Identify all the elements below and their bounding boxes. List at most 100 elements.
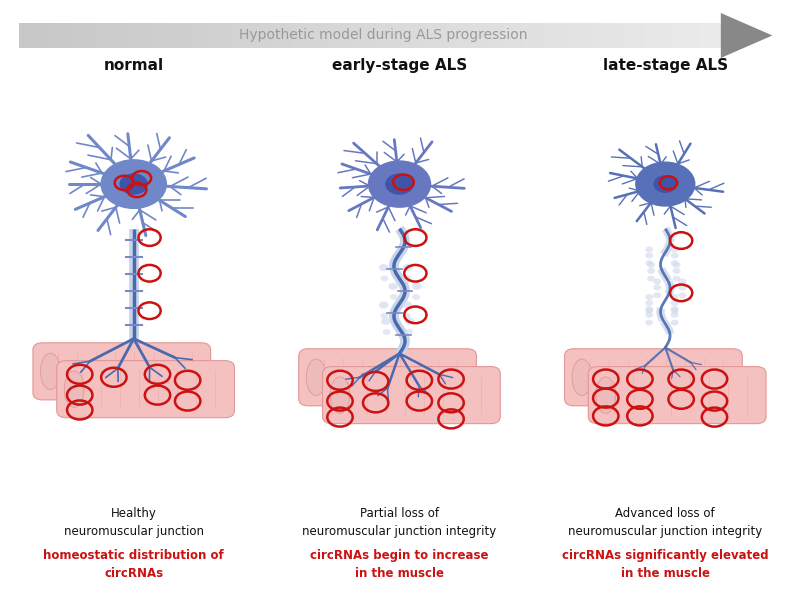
Text: Hypothetic model during ALS progression: Hypothetic model during ALS progression	[239, 28, 528, 43]
Bar	[208, 23, 216, 48]
Bar	[194, 23, 202, 48]
Bar	[166, 23, 174, 48]
Circle shape	[670, 300, 678, 306]
Bar	[328, 23, 335, 48]
Bar	[693, 23, 701, 48]
Bar	[250, 23, 258, 48]
Circle shape	[405, 318, 414, 325]
Bar	[665, 23, 673, 48]
Circle shape	[646, 306, 653, 312]
Circle shape	[379, 264, 389, 271]
Bar	[265, 23, 272, 48]
Bar	[637, 23, 644, 48]
Bar	[321, 23, 329, 48]
Circle shape	[653, 284, 661, 290]
Bar	[222, 23, 230, 48]
Bar	[384, 23, 391, 48]
Bar	[398, 23, 406, 48]
Bar	[236, 23, 244, 48]
Circle shape	[379, 301, 389, 308]
Bar	[124, 23, 132, 48]
Ellipse shape	[572, 359, 592, 395]
Circle shape	[678, 292, 686, 298]
Bar	[286, 23, 294, 48]
Text: circRNAs begin to increase
in the muscle: circRNAs begin to increase in the muscle	[310, 549, 489, 580]
Circle shape	[386, 173, 414, 195]
Bar	[215, 23, 223, 48]
Bar	[531, 23, 539, 48]
Bar	[187, 23, 195, 48]
Circle shape	[653, 278, 661, 284]
Text: late-stage ALS: late-stage ALS	[602, 58, 728, 73]
Bar	[672, 23, 679, 48]
Bar	[686, 23, 694, 48]
Circle shape	[405, 329, 413, 335]
Circle shape	[673, 262, 681, 268]
Bar	[293, 23, 300, 48]
Bar	[630, 23, 638, 48]
Circle shape	[381, 318, 390, 325]
Bar	[602, 23, 610, 48]
Circle shape	[635, 161, 695, 206]
Circle shape	[670, 253, 678, 259]
Text: Healthy
neuromuscular junction: Healthy neuromuscular junction	[64, 508, 204, 538]
Circle shape	[647, 262, 655, 268]
Text: early-stage ALS: early-stage ALS	[332, 58, 467, 73]
Bar	[440, 23, 448, 48]
Bar	[68, 23, 76, 48]
Bar	[18, 23, 26, 48]
Bar	[405, 23, 413, 48]
Circle shape	[670, 247, 678, 253]
FancyBboxPatch shape	[322, 367, 500, 424]
FancyBboxPatch shape	[565, 349, 742, 406]
Bar	[643, 23, 651, 48]
Bar	[538, 23, 546, 48]
Polygon shape	[721, 13, 773, 58]
Ellipse shape	[596, 377, 616, 413]
Bar	[173, 23, 181, 48]
Bar	[152, 23, 160, 48]
Bar	[517, 23, 525, 48]
Bar	[524, 23, 532, 48]
Bar	[349, 23, 357, 48]
FancyBboxPatch shape	[33, 343, 210, 400]
Bar	[574, 23, 581, 48]
Bar	[342, 23, 350, 48]
Circle shape	[402, 301, 412, 308]
Text: circRNAs significantly elevated
in the muscle: circRNAs significantly elevated in the m…	[562, 549, 769, 580]
Bar	[61, 23, 69, 48]
Bar	[278, 23, 286, 48]
Ellipse shape	[41, 353, 60, 389]
Bar	[609, 23, 616, 48]
Circle shape	[678, 278, 686, 284]
Circle shape	[100, 159, 167, 209]
Bar	[46, 23, 54, 48]
Circle shape	[412, 283, 422, 290]
Bar	[334, 23, 342, 48]
Circle shape	[646, 300, 653, 306]
Bar	[700, 23, 707, 48]
Bar	[622, 23, 630, 48]
Bar	[546, 23, 553, 48]
Circle shape	[670, 320, 678, 326]
Circle shape	[673, 268, 681, 274]
Bar	[454, 23, 462, 48]
Bar	[447, 23, 454, 48]
Bar	[54, 23, 62, 48]
Circle shape	[678, 284, 686, 290]
Bar	[306, 23, 314, 48]
Bar	[370, 23, 378, 48]
Bar	[412, 23, 420, 48]
Bar	[362, 23, 370, 48]
Bar	[356, 23, 363, 48]
Circle shape	[402, 264, 412, 271]
Bar	[26, 23, 34, 48]
Bar	[482, 23, 490, 48]
Circle shape	[381, 275, 389, 281]
Bar	[419, 23, 426, 48]
Circle shape	[646, 312, 653, 318]
Bar	[433, 23, 441, 48]
Bar	[138, 23, 146, 48]
Bar	[650, 23, 658, 48]
Bar	[75, 23, 82, 48]
